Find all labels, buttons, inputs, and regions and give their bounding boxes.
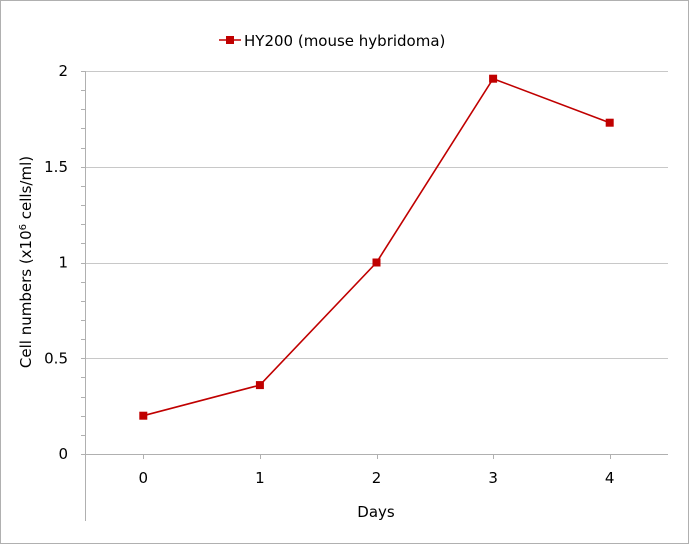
y-axis-label-main: Cell numbers (x10 [17,230,35,368]
y-tick-label-0: 0 [58,445,68,463]
x-tick-label-0: 0 [139,469,149,487]
x-tick-label-2: 2 [372,469,382,487]
data-point-0-2 [372,258,381,267]
axes [81,71,668,521]
y-tick-label-2: 1 [58,254,68,272]
data-point-0-3 [489,74,498,83]
tick-labels: 0 0.5 1 1.5 2 0 1 2 3 4 [44,62,614,487]
series-layer [139,74,614,420]
y-axis-label: Cell numbers (x106 cells/ml) [17,156,35,368]
legend-marker [226,36,234,44]
x-tick-label-1: 1 [255,469,265,487]
data-point-0-1 [255,381,264,390]
y-axis-label-superscript: 6 [18,224,29,230]
legend: HY200 (mouse hybridoma) [219,32,445,50]
x-tick-label-3: 3 [488,469,498,487]
gridlines [85,71,668,359]
y-tick-label-1: 0.5 [44,349,68,367]
y-tick-label-3: 1.5 [44,158,68,176]
x-axis-label: Days [357,503,395,521]
data-point-0-0 [139,411,148,420]
y-tick-label-4: 2 [58,62,68,80]
legend-label: HY200 (mouse hybridoma) [244,32,445,50]
y-axis-label-tail: cells/ml) [17,156,35,224]
data-point-0-4 [605,118,614,127]
x-tick-label-4: 4 [605,469,615,487]
